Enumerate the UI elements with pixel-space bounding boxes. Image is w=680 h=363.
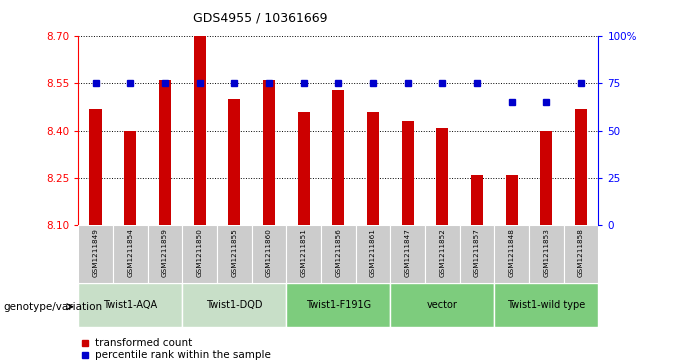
Text: GSM1211851: GSM1211851 (301, 228, 307, 277)
Bar (148, 225, 182, 283)
Bar (367, 112, 379, 225)
Text: GSM1211857: GSM1211857 (474, 228, 480, 277)
Bar (437, 127, 448, 225)
Bar (575, 109, 587, 225)
Bar (263, 80, 275, 225)
Text: transformed count: transformed count (95, 338, 192, 348)
Bar (286, 225, 321, 283)
Text: GSM1211860: GSM1211860 (266, 228, 272, 277)
Text: GSM1211849: GSM1211849 (92, 228, 99, 277)
Bar (506, 175, 517, 225)
Text: Twist1-wild type: Twist1-wild type (507, 300, 585, 310)
Bar (390, 225, 425, 283)
Text: GSM1211859: GSM1211859 (162, 228, 168, 277)
Bar (194, 36, 205, 225)
Bar (529, 225, 564, 283)
Text: Twist1-AQA: Twist1-AQA (103, 300, 157, 310)
Text: Twist1-DQD: Twist1-DQD (206, 300, 262, 310)
Bar (333, 90, 344, 225)
Bar (286, 283, 390, 327)
Bar (217, 225, 252, 283)
Text: vector: vector (427, 300, 458, 310)
Bar (159, 80, 171, 225)
Bar (390, 283, 494, 327)
Bar (494, 283, 598, 327)
Text: percentile rank within the sample: percentile rank within the sample (95, 350, 271, 360)
Text: GDS4955 / 10361669: GDS4955 / 10361669 (192, 12, 327, 25)
Bar (252, 225, 286, 283)
Bar (564, 225, 598, 283)
Text: genotype/variation: genotype/variation (3, 302, 103, 312)
Bar (425, 225, 460, 283)
Bar (78, 225, 113, 283)
Bar (298, 112, 309, 225)
Bar (78, 283, 182, 327)
Bar (113, 225, 148, 283)
Text: GSM1211848: GSM1211848 (509, 228, 515, 277)
Text: Twist1-F191G: Twist1-F191G (306, 300, 371, 310)
Bar (321, 225, 356, 283)
Text: GSM1211858: GSM1211858 (578, 228, 584, 277)
Bar (541, 131, 552, 225)
Bar (460, 225, 494, 283)
Bar (356, 225, 390, 283)
Text: GSM1211853: GSM1211853 (543, 228, 549, 277)
Bar (471, 175, 483, 225)
Text: GSM1211852: GSM1211852 (439, 228, 445, 277)
Text: GSM1211855: GSM1211855 (231, 228, 237, 277)
Bar (124, 131, 136, 225)
Bar (90, 109, 101, 225)
Bar (182, 225, 217, 283)
Bar (494, 225, 529, 283)
Text: GSM1211861: GSM1211861 (370, 228, 376, 277)
Bar (182, 283, 286, 327)
Text: GSM1211847: GSM1211847 (405, 228, 411, 277)
Bar (228, 99, 240, 225)
Text: GSM1211856: GSM1211856 (335, 228, 341, 277)
Text: GSM1211854: GSM1211854 (127, 228, 133, 277)
Bar (402, 121, 413, 225)
Text: GSM1211850: GSM1211850 (197, 228, 203, 277)
